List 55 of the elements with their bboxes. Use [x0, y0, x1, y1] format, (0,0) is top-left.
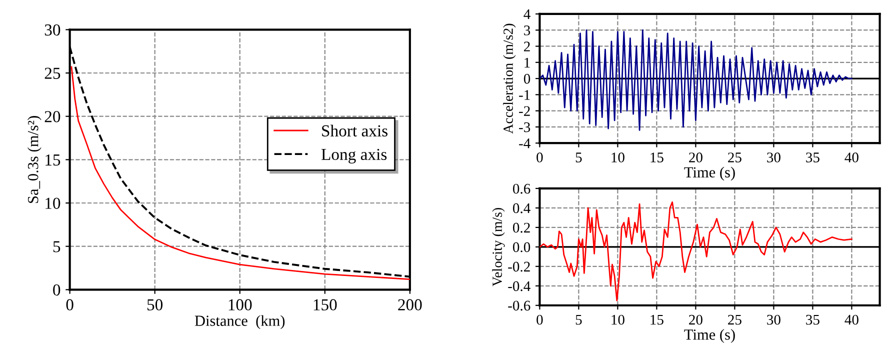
legend-label: Short axis — [322, 124, 388, 136]
y-tick-label: 2 — [524, 42, 530, 52]
y-tick-label: 5 — [53, 241, 60, 252]
y-tick-label: -3 — [519, 122, 530, 132]
y-tick-label: -0.6 — [508, 300, 530, 311]
y-tick-label: -1 — [519, 90, 530, 100]
x-tick-label: 0 — [536, 314, 543, 325]
x-axis-title: Time (s) — [684, 166, 735, 181]
x-tick-label: 0 — [536, 152, 543, 162]
y-tick-label: -4 — [519, 138, 530, 148]
y-tick-label: 10 — [46, 198, 60, 209]
line-series — [540, 29, 852, 131]
x-tick-label: 15 — [650, 152, 664, 162]
x-tick-label: 35 — [806, 152, 820, 162]
y-tick-label: 4 — [524, 9, 530, 20]
x-tick-label: 30 — [767, 152, 780, 162]
y-tick-label: 0 — [53, 284, 60, 296]
x-tick-label: 50 — [147, 299, 163, 310]
y-tick-label: 0.2 — [512, 222, 530, 233]
y-tick-label: 20 — [44, 111, 60, 122]
x-tick-label: 10 — [612, 314, 624, 325]
y-tick-label: -0.4 — [508, 281, 530, 292]
y-tick-label: 1 — [524, 58, 530, 68]
y-axis-title: Velocity (m/s) — [492, 208, 505, 286]
x-tick-label: 40 — [844, 314, 858, 325]
legend-label: Long axis — [321, 148, 387, 164]
x-tick-label: 100 — [228, 299, 252, 310]
x-tick-label: 40 — [844, 152, 858, 162]
x-tick-label: 10 — [612, 152, 624, 162]
y-tick-label: -2 — [519, 106, 530, 116]
x-tick-label: 150 — [314, 299, 337, 310]
line-series — [540, 201, 852, 302]
x-tick-label: 20 — [689, 314, 702, 325]
x-axis-title: Time (s) — [684, 329, 735, 343]
y-tick-label: 0 — [524, 74, 530, 84]
y-axis-title: Acceleration (m/s2) — [503, 24, 516, 134]
y-tick-label: 30 — [44, 24, 60, 36]
x-tick-label: 35 — [806, 314, 820, 325]
y-tick-label: 25 — [44, 68, 60, 79]
x-axis-title: Distance (km) — [194, 315, 285, 330]
y-tick-label: -0.2 — [508, 262, 530, 272]
y-axis-title: Sa_0.3s (m/s²) — [27, 116, 42, 203]
y-tick-label: 0.0 — [512, 242, 530, 252]
y-tick-label: 0.4 — [512, 203, 530, 214]
x-tick-label: 0 — [66, 299, 74, 310]
y-tick-label: 0.6 — [512, 184, 530, 194]
y-tick-label: 3 — [524, 26, 530, 36]
x-tick-label: 20 — [689, 152, 702, 162]
x-tick-label: 30 — [767, 314, 780, 325]
x-tick-label: 15 — [650, 314, 664, 325]
x-tick-label: 25 — [728, 314, 742, 325]
x-tick-label: 5 — [576, 152, 582, 162]
x-tick-label: 25 — [728, 152, 742, 162]
x-tick-label: 200 — [398, 299, 422, 310]
x-tick-label: 5 — [576, 314, 582, 325]
